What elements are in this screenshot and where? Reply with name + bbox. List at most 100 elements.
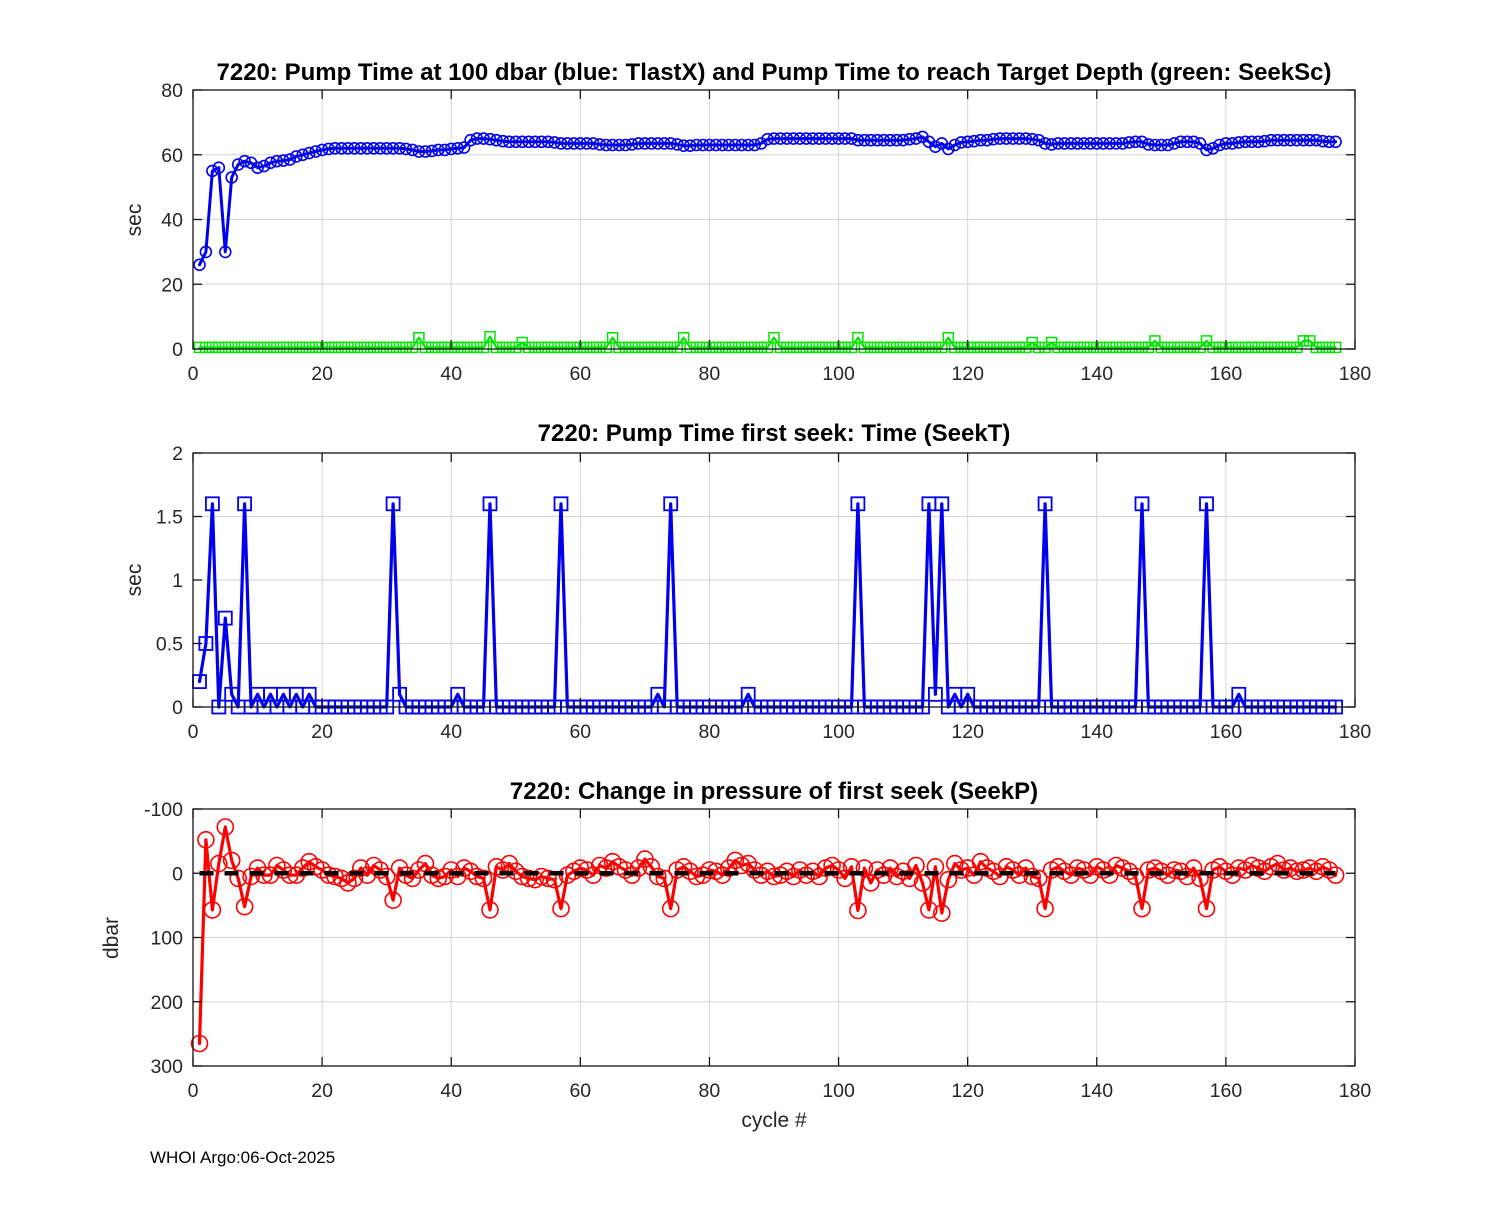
marker <box>742 341 754 354</box>
marker <box>793 132 807 145</box>
marker <box>548 136 561 149</box>
marker <box>1078 341 1090 354</box>
marker <box>1245 135 1258 149</box>
marker <box>348 142 361 155</box>
marker <box>444 142 458 156</box>
marker <box>399 142 413 156</box>
marker <box>645 341 658 354</box>
marker <box>826 341 838 354</box>
marker <box>1084 341 1097 354</box>
marker <box>1103 137 1116 150</box>
marker <box>987 132 1000 146</box>
marker <box>600 341 612 354</box>
marker <box>206 341 219 354</box>
marker <box>271 341 283 354</box>
marker <box>864 133 878 147</box>
marker <box>277 154 290 167</box>
marker <box>1007 341 1019 354</box>
marker <box>800 341 813 354</box>
marker <box>974 341 987 354</box>
marker <box>1000 341 1013 354</box>
marker <box>884 341 896 354</box>
marker <box>235 897 254 916</box>
marker <box>251 161 264 174</box>
marker <box>858 133 871 147</box>
marker <box>852 331 864 344</box>
marker <box>606 331 619 344</box>
marker <box>293 859 312 877</box>
marker <box>284 341 296 354</box>
marker <box>670 138 684 151</box>
marker <box>1149 335 1161 347</box>
marker <box>341 142 355 155</box>
marker <box>987 341 1000 354</box>
x-tick-label: 120 <box>951 1080 984 1102</box>
x-tick-label: 20 <box>311 363 333 385</box>
marker <box>961 135 975 149</box>
marker <box>1213 341 1226 354</box>
marker <box>716 138 729 152</box>
x-tick-label: 180 <box>1339 721 1372 743</box>
subplot2-ylabel: sec <box>123 564 146 597</box>
marker <box>839 341 851 354</box>
marker <box>1271 133 1284 147</box>
marker <box>871 341 884 354</box>
marker <box>690 341 703 354</box>
marker <box>967 134 981 148</box>
marker <box>942 331 955 344</box>
marker <box>580 137 594 150</box>
marker <box>1197 899 1216 918</box>
marker <box>458 341 470 354</box>
marker <box>490 133 503 147</box>
marker <box>1199 496 1214 512</box>
marker <box>264 156 277 170</box>
marker <box>1187 135 1200 149</box>
marker <box>554 137 568 150</box>
marker <box>812 132 826 145</box>
y-tick-label: 0 <box>172 339 183 361</box>
marker <box>832 132 845 145</box>
subplot1-title: 7220: Pump Time at 100 dbar (blue: Tlast… <box>217 59 1332 86</box>
marker <box>225 341 238 354</box>
marker <box>813 341 825 354</box>
y-tick-label: 20 <box>161 274 183 296</box>
marker <box>542 341 554 354</box>
marker <box>648 867 667 886</box>
marker <box>1264 133 1278 147</box>
marker <box>952 861 971 879</box>
marker <box>1142 341 1155 354</box>
marker <box>1090 137 1104 150</box>
marker <box>1000 132 1013 145</box>
marker <box>561 341 574 354</box>
marker <box>552 899 570 918</box>
x-tick-label: 60 <box>569 721 591 743</box>
x-tick-label: 80 <box>699 721 721 743</box>
marker <box>322 341 335 354</box>
marker <box>1162 341 1174 354</box>
marker <box>1032 341 1045 354</box>
marker <box>522 135 536 149</box>
y-tick-label: 1.5 <box>156 507 183 529</box>
marker <box>385 496 401 512</box>
marker <box>709 138 723 152</box>
subplot-2: 0 20 40 60 80 100 120 140 160 180 0 0.5 1 1.5 2 <box>156 443 1372 743</box>
series-SeekSc <box>193 330 1342 354</box>
marker <box>903 132 916 146</box>
marker <box>471 341 483 354</box>
marker <box>948 138 962 152</box>
marker <box>451 341 464 354</box>
marker <box>920 901 938 919</box>
marker <box>858 341 871 354</box>
marker <box>345 869 364 888</box>
marker <box>328 142 342 155</box>
marker <box>442 861 461 879</box>
marker <box>1191 869 1209 888</box>
marker <box>1037 496 1053 512</box>
marker <box>936 341 948 354</box>
marker <box>231 158 245 171</box>
marker <box>883 133 897 147</box>
marker <box>296 148 310 162</box>
marker <box>1290 133 1304 147</box>
marker <box>1180 135 1194 149</box>
marker <box>229 869 247 888</box>
